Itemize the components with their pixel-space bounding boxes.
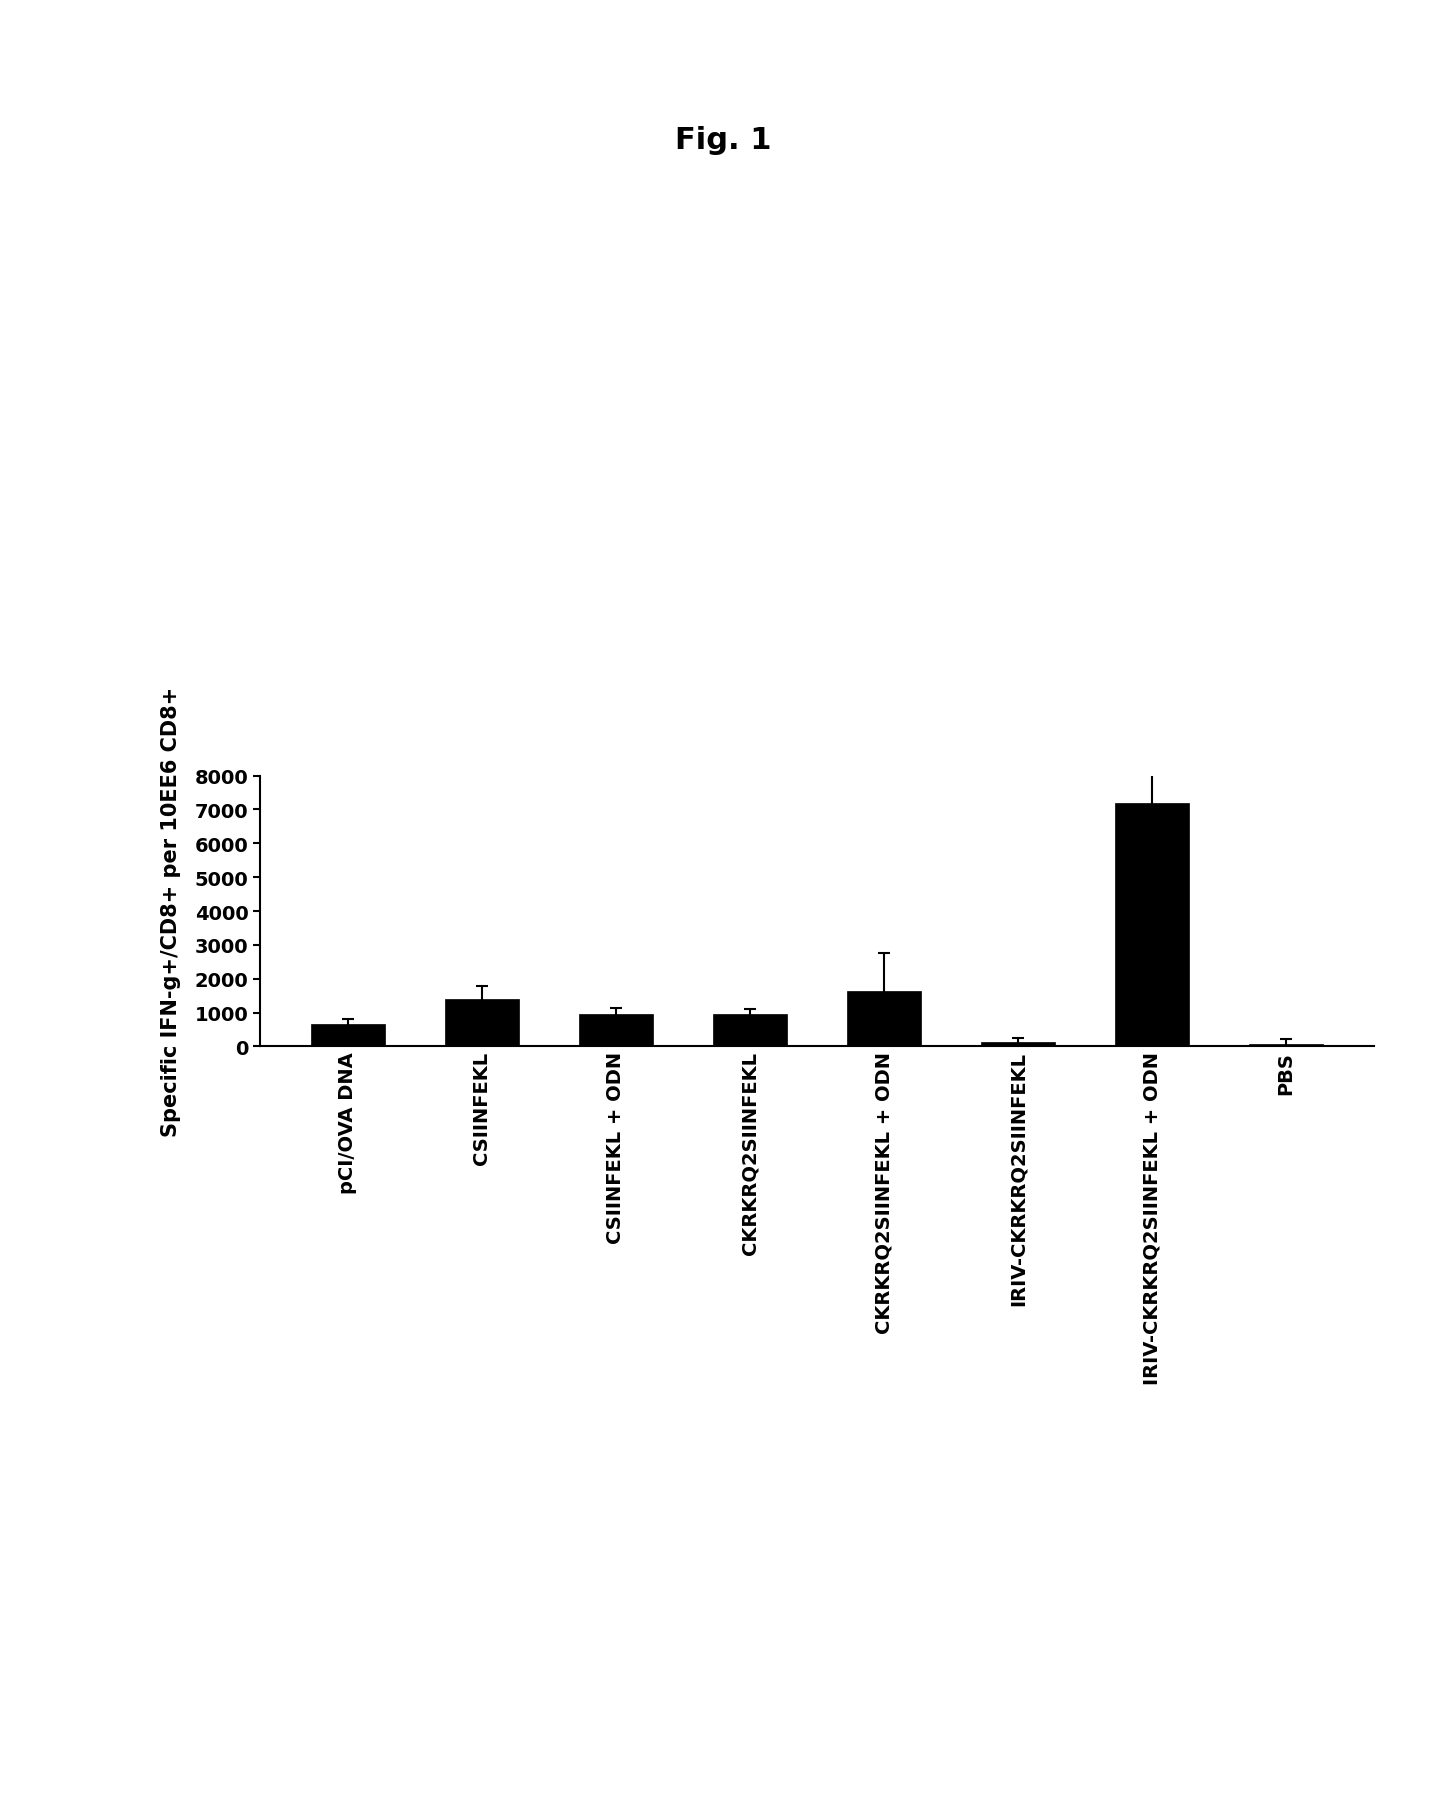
Y-axis label: Specific IFN-g+/CD8+ per 10EE6 CD8+: Specific IFN-g+/CD8+ per 10EE6 CD8+ xyxy=(161,686,181,1137)
Bar xyxy=(311,1025,385,1047)
Bar xyxy=(578,1014,652,1047)
Bar xyxy=(1249,1043,1323,1047)
Bar xyxy=(713,1014,787,1047)
Text: Fig. 1: Fig. 1 xyxy=(675,126,771,155)
Bar xyxy=(445,1000,519,1047)
Bar xyxy=(847,991,921,1047)
Bar xyxy=(982,1043,1056,1047)
Bar xyxy=(1115,803,1189,1047)
